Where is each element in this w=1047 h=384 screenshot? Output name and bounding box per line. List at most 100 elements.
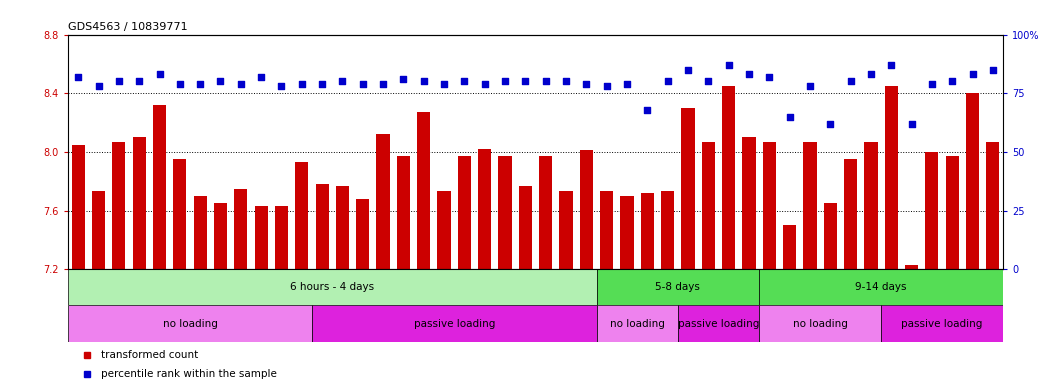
Point [172, 81, 188, 87]
Bar [742, 137, 756, 269]
Point [131, 78, 148, 84]
Point [395, 76, 411, 82]
Bar [194, 196, 206, 269]
Bar [275, 206, 288, 269]
Bar [397, 156, 410, 269]
Bar [336, 185, 349, 269]
Text: percentile rank within the sample: percentile rank within the sample [101, 369, 276, 379]
Point [943, 78, 960, 84]
Bar [92, 192, 105, 269]
Bar [580, 151, 593, 269]
Bar [295, 162, 309, 269]
Bar [966, 93, 979, 269]
Bar [759, 306, 882, 342]
Point [619, 81, 636, 87]
Bar [885, 86, 898, 269]
Point [375, 81, 392, 87]
Bar [458, 156, 471, 269]
Point [436, 81, 452, 87]
Bar [803, 142, 817, 269]
Point [904, 121, 920, 127]
Bar [559, 192, 573, 269]
Point [232, 81, 249, 87]
Bar [133, 137, 146, 269]
Bar [214, 203, 227, 269]
Text: passive loading: passive loading [414, 319, 495, 329]
Bar [844, 159, 857, 269]
Text: passive loading: passive loading [677, 319, 759, 329]
Point [496, 78, 513, 84]
Point [680, 67, 696, 73]
Point [213, 78, 229, 84]
Bar [682, 108, 694, 269]
Bar [597, 306, 677, 342]
Text: no loading: no loading [609, 319, 665, 329]
Point [761, 74, 778, 80]
Bar [677, 306, 759, 342]
Bar [312, 306, 597, 342]
Bar [641, 193, 654, 269]
Point [293, 81, 310, 87]
Bar [701, 142, 715, 269]
Point [517, 78, 534, 84]
Bar [173, 159, 186, 269]
Point [740, 71, 757, 78]
Point [334, 78, 351, 84]
Point [354, 81, 371, 87]
Point [111, 78, 128, 84]
Bar [661, 192, 674, 269]
Bar [621, 196, 633, 269]
Bar [356, 199, 370, 269]
Bar [518, 185, 532, 269]
Bar [926, 152, 938, 269]
Point [476, 81, 493, 87]
Bar [254, 206, 268, 269]
Bar [153, 105, 166, 269]
Bar [600, 192, 614, 269]
Bar [478, 149, 491, 269]
Bar [905, 265, 918, 269]
Point [842, 78, 859, 84]
Bar [417, 112, 430, 269]
Point [984, 67, 1001, 73]
Text: transformed count: transformed count [101, 350, 198, 360]
Bar [539, 156, 553, 269]
Point [720, 62, 737, 68]
Text: 9-14 days: 9-14 days [855, 282, 907, 292]
Point [192, 81, 208, 87]
Point [273, 83, 290, 89]
Text: GDS4563 / 10839771: GDS4563 / 10839771 [68, 22, 187, 32]
Bar [235, 189, 247, 269]
Bar [882, 306, 1003, 342]
Point [416, 78, 432, 84]
Bar [824, 203, 837, 269]
Point [151, 71, 168, 78]
Point [558, 78, 575, 84]
Point [700, 78, 717, 84]
Point [863, 71, 879, 78]
Point [660, 78, 676, 84]
Point [252, 74, 269, 80]
Bar [865, 142, 877, 269]
Text: 5-8 days: 5-8 days [655, 282, 700, 292]
Point [883, 62, 899, 68]
Text: no loading: no loading [162, 319, 218, 329]
Bar [783, 225, 796, 269]
Bar [759, 269, 1003, 306]
Bar [377, 134, 389, 269]
Bar [945, 156, 959, 269]
Text: passive loading: passive loading [901, 319, 983, 329]
Point [923, 81, 940, 87]
Bar [68, 306, 312, 342]
Bar [498, 156, 512, 269]
Bar [112, 142, 126, 269]
Point [456, 78, 473, 84]
Point [639, 107, 655, 113]
Point [964, 71, 981, 78]
Text: 6 hours - 4 days: 6 hours - 4 days [290, 282, 375, 292]
Bar [597, 269, 759, 306]
Point [90, 83, 107, 89]
Bar [68, 269, 597, 306]
Bar [315, 184, 329, 269]
Text: no loading: no loading [793, 319, 847, 329]
